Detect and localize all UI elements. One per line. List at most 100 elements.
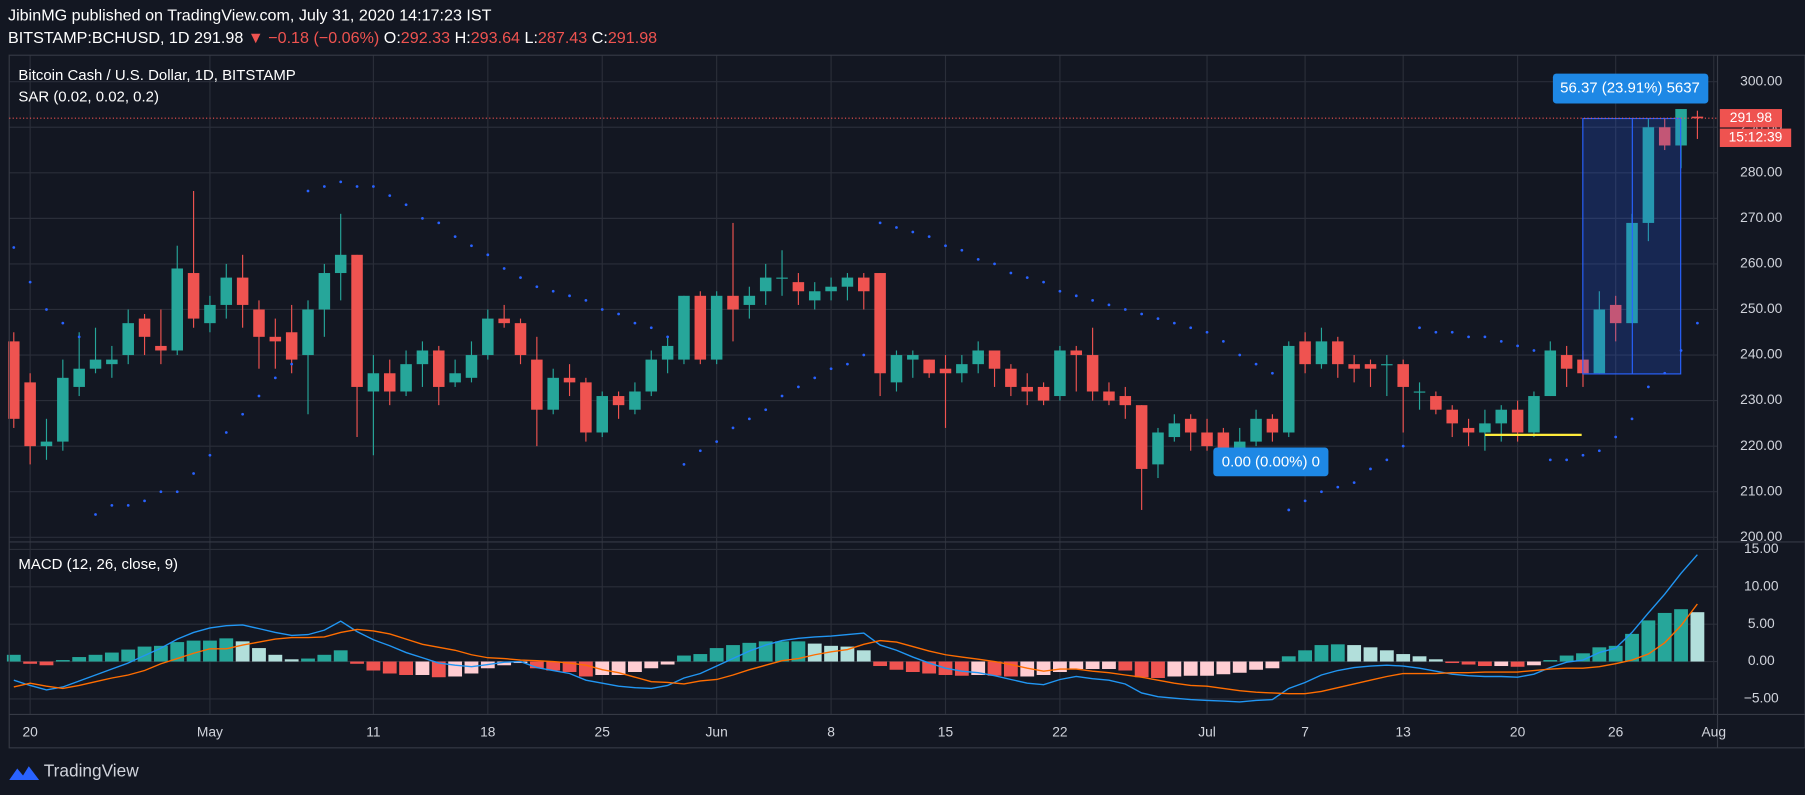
sar-dot — [1696, 321, 1699, 325]
candle-body — [400, 364, 412, 392]
candle-body — [204, 304, 216, 324]
sar-dot — [273, 376, 277, 380]
brand-logo — [9, 766, 40, 781]
sar-dot — [1450, 330, 1454, 334]
price: 291.98 — [194, 29, 243, 47]
sar-dot — [1287, 508, 1291, 512]
sar-dot — [878, 221, 882, 225]
macd-histogram-bar — [775, 641, 789, 662]
candle-body — [841, 277, 854, 287]
zero-label: 0.00 (0.00%) 0 — [1222, 453, 1320, 470]
sar-dot — [1385, 458, 1389, 462]
candle-body — [8, 341, 20, 419]
candle-body — [187, 273, 200, 319]
sar-dot — [208, 453, 212, 457]
macd-histogram-bar — [954, 661, 969, 676]
candle-body — [89, 359, 102, 369]
macd-histogram-bar — [709, 648, 724, 662]
candle-body — [465, 355, 478, 378]
candle-body — [1168, 423, 1181, 438]
candle-body — [1495, 409, 1508, 424]
candle-body — [661, 345, 674, 360]
macd-histogram-bar — [824, 645, 838, 662]
y-tick-label: 300.00 — [1740, 73, 1783, 88]
candle-body — [285, 332, 298, 360]
sar-dot — [568, 294, 571, 298]
x-tick-label: 7 — [1301, 725, 1309, 740]
macd-histogram-bar — [186, 640, 201, 662]
macd-histogram-bar — [1200, 661, 1214, 676]
sar-dot — [747, 417, 751, 421]
sar-dot — [1189, 326, 1193, 330]
sar-dot — [486, 253, 490, 257]
candle-body — [1462, 427, 1475, 433]
sar-dot — [1548, 458, 1552, 462]
sar-dot — [355, 185, 359, 188]
sar-dot — [1418, 326, 1421, 330]
frame — [8, 54, 1805, 749]
candle-body — [1135, 405, 1148, 469]
macd-histogram-bar — [546, 661, 561, 671]
sar-dot — [1123, 308, 1127, 311]
y-tick-label: 230.00 — [1740, 392, 1783, 407]
macd-histogram-bar — [693, 654, 708, 662]
x-tick-label: 20 — [22, 725, 38, 740]
candle-body — [1021, 386, 1033, 392]
candle-body — [1560, 355, 1573, 369]
sar-dot — [780, 394, 784, 398]
candle-body — [612, 396, 625, 406]
x-tick-label: 13 — [1396, 725, 1412, 740]
candle-body — [580, 382, 592, 433]
candle-body — [759, 277, 772, 292]
macd-histogram-bar — [1053, 661, 1067, 673]
macd-histogram-bar — [529, 661, 544, 669]
sar-dot — [551, 289, 555, 293]
sar-dot — [600, 308, 604, 311]
candle-body — [678, 295, 690, 360]
sar-dot — [1352, 481, 1356, 484]
sar-dot — [731, 426, 735, 430]
candle-body — [1103, 391, 1115, 401]
sar-dot — [1597, 449, 1601, 453]
candle-body — [383, 373, 396, 392]
sar-dot — [535, 285, 539, 289]
macd-histogram-bar — [252, 648, 266, 662]
sar-dot — [126, 504, 130, 507]
candle-body — [171, 268, 184, 351]
macd-histogram-bar — [268, 654, 283, 662]
candle-body — [825, 286, 837, 292]
sar-dot — [633, 321, 637, 325]
countdown-label: 15:12:39 — [1729, 129, 1783, 144]
x-tick-label: 8 — [827, 725, 835, 740]
sar-dot — [1320, 490, 1323, 494]
sar-dot — [829, 367, 833, 371]
candle-body — [596, 396, 608, 433]
sar-dot — [1091, 298, 1094, 302]
y-tick-label: 200.00 — [1740, 529, 1783, 544]
low: 287.43 — [538, 29, 587, 47]
candle-body — [972, 350, 984, 365]
macd-histogram-bar — [382, 661, 397, 674]
sar-dot — [77, 335, 81, 339]
measure-label: 56.37 (23.91%) 5637 — [1560, 80, 1700, 97]
sar-dot — [322, 185, 326, 188]
sar-dot — [1630, 417, 1634, 421]
macd-histogram-bar — [399, 661, 413, 675]
y-tick-label: 240.00 — [1740, 347, 1783, 362]
macd-histogram-bar — [1428, 659, 1443, 662]
sar-dot — [143, 499, 146, 503]
sar-dot — [682, 463, 686, 466]
macd-histogram-bar — [1379, 650, 1394, 662]
macd-histogram-bar — [39, 661, 54, 666]
macd-histogram-bar — [513, 661, 528, 664]
macd-histogram-bar — [1102, 661, 1116, 670]
high-label: H: — [455, 29, 471, 47]
macd-histogram-bar — [366, 661, 381, 671]
candle-body — [138, 318, 151, 337]
last-price-label: 291.98 — [1730, 110, 1773, 125]
sar-dot — [502, 267, 506, 270]
brand: TradingView — [44, 761, 139, 781]
candle-body — [629, 391, 641, 410]
sar-dot — [813, 376, 817, 380]
